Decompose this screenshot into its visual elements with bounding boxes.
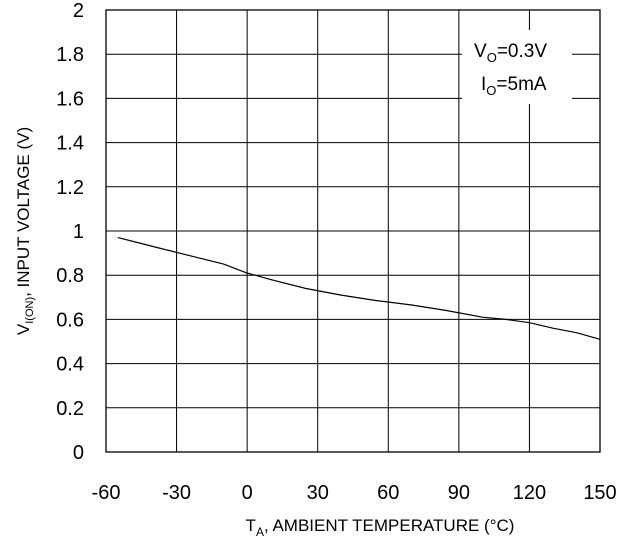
x-tick-label-3: 30	[307, 482, 329, 504]
y-tick-label-8: 1.6	[56, 88, 84, 110]
plot-frame	[105, 9, 601, 453]
legend-line-2-sub: O	[486, 83, 496, 98]
y-tick-label-4: 0.8	[56, 265, 84, 287]
x-axis-title-rest: , AMBIENT TEMPERATURE (°C)	[264, 516, 515, 535]
y-tick-label-10: 2	[73, 0, 84, 22]
y-axis-title: VI(ON), INPUT VOLTAGE (V)	[14, 127, 36, 335]
legend-line-1: VO=0.3V	[474, 41, 547, 65]
x-axis-title: TA, AMBIENT TEMPERATURE (°C)	[246, 516, 515, 539]
legend-line-2: IO=5mA	[481, 74, 547, 98]
legend-line-2-rest: =5mA	[496, 74, 546, 95]
y-tick-label-2: 0.4	[56, 354, 84, 376]
grid	[105, 9, 601, 453]
x-axis-title-main: T	[246, 516, 256, 535]
legend-line-1-rest: =0.3V	[497, 41, 548, 62]
y-axis-title-main: V	[14, 323, 33, 335]
legend-line-1-main: V	[474, 41, 487, 62]
y-tick-label-0: 0	[73, 442, 84, 464]
x-tick-label-7: 150	[583, 482, 616, 504]
x-tick-label-2: 0	[242, 482, 253, 504]
x-axis-ticks: -60 -30 0 30 60 90 120 150	[92, 482, 617, 504]
legend: VO=0.3V IO=5mA	[462, 30, 572, 104]
y-axis-title-sub: I(ON)	[24, 297, 36, 324]
x-tick-label-6: 120	[513, 482, 546, 504]
y-tick-label-3: 0.6	[56, 309, 84, 331]
y-tick-label-1: 0.2	[56, 398, 84, 420]
x-tick-label-4: 60	[377, 482, 399, 504]
y-tick-label-5: 1	[73, 221, 84, 243]
y-tick-label-7: 1.4	[56, 133, 84, 155]
x-axis-title-sub: A	[256, 525, 264, 539]
legend-line-1-sub: O	[487, 50, 497, 65]
y-axis-title-rest: , INPUT VOLTAGE (V)	[14, 127, 33, 297]
x-tick-label-1: -30	[162, 482, 191, 504]
legend-background	[462, 30, 572, 104]
y-tick-label-6: 1.2	[56, 177, 84, 199]
y-tick-label-9: 1.8	[56, 44, 84, 66]
x-tick-label-0: -60	[92, 482, 121, 504]
series-group	[117, 237, 601, 340]
legend-line-2-main: I	[481, 74, 486, 95]
x-tick-label-5: 90	[448, 482, 470, 504]
series-line-0	[117, 237, 601, 340]
y-axis-ticks: 0 0.2 0.4 0.6 0.8 1 1.2 1.4 1.6 1.8 2	[56, 0, 84, 464]
